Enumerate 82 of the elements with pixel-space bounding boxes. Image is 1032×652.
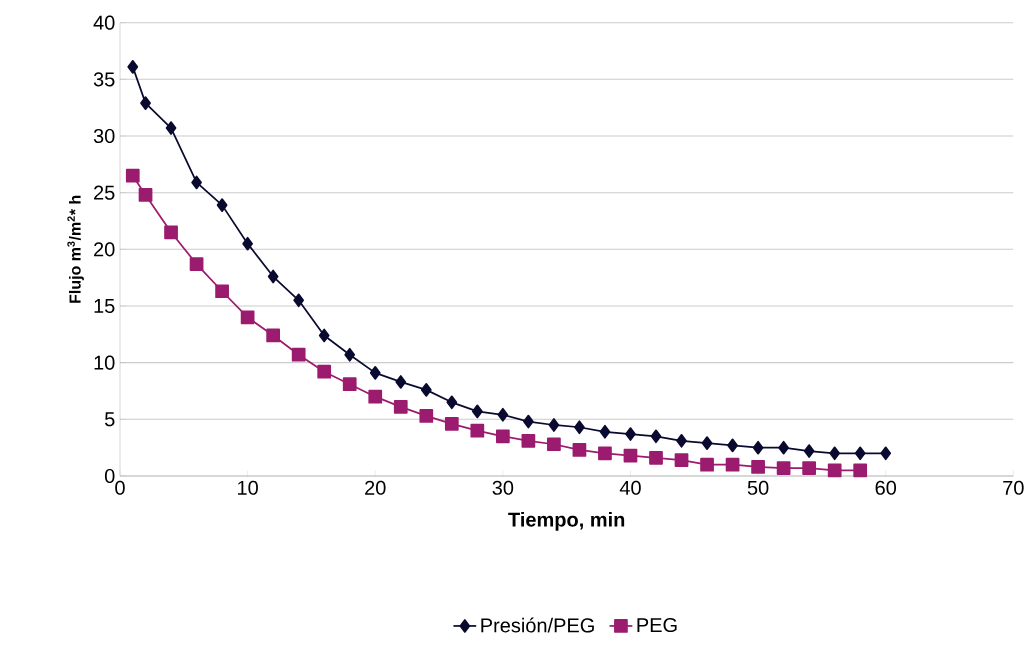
point (802, 461, 817, 475)
y-tick-label: 10 (94, 355, 115, 370)
x-tick-label: 30 (492, 480, 514, 495)
point (368, 389, 383, 404)
x-axis-title: Tiempo, min (508, 512, 625, 531)
point (803, 444, 815, 458)
point (853, 463, 868, 478)
point (189, 257, 204, 271)
point (395, 375, 407, 389)
point (293, 293, 305, 308)
point (827, 463, 842, 478)
point (317, 364, 332, 379)
y-tick-label: 25 (94, 185, 115, 200)
legend-label: Presión/PEG (481, 617, 594, 633)
x-tick-label: 40 (619, 480, 641, 495)
point (369, 365, 381, 380)
x-tick-label: 70 (1003, 480, 1024, 495)
point (266, 328, 281, 343)
point (725, 457, 740, 472)
point (599, 424, 611, 439)
point (574, 420, 585, 435)
point (497, 407, 509, 422)
y-tick-label: 5 (104, 412, 115, 427)
point (649, 450, 663, 465)
point (446, 395, 458, 410)
point (342, 377, 357, 392)
legend-label: PEG (637, 617, 677, 633)
point (547, 437, 561, 452)
point (751, 460, 765, 474)
y-tick-label: 40 (93, 15, 115, 30)
point (242, 236, 253, 251)
point (216, 198, 228, 212)
point (393, 399, 408, 414)
point (444, 416, 459, 431)
point (854, 446, 866, 461)
point (650, 429, 662, 444)
y-tick-label: 35 (93, 72, 115, 87)
point (676, 433, 687, 448)
point (623, 448, 638, 463)
point (240, 310, 255, 325)
point (138, 188, 153, 202)
x-tick-label: 50 (747, 480, 769, 495)
point (548, 418, 560, 432)
point (419, 409, 434, 423)
point (523, 414, 534, 429)
point (829, 446, 841, 461)
point (752, 440, 764, 455)
point (470, 423, 485, 438)
point (495, 429, 510, 444)
point (674, 453, 689, 467)
point (318, 328, 330, 343)
point (140, 96, 151, 110)
x-tick-label: 60 (875, 480, 897, 495)
point (572, 443, 587, 457)
point (625, 427, 636, 441)
y-tick-label: 15 (94, 299, 115, 313)
point (598, 446, 612, 461)
point (267, 269, 279, 284)
point (471, 404, 483, 419)
point (191, 175, 202, 190)
point (165, 121, 177, 135)
y-tick-label: 30 (93, 128, 115, 144)
point (521, 433, 536, 448)
x-tick-label: 0 (115, 480, 125, 495)
point (880, 446, 892, 461)
y-axis-title: Flujo m$^{3}$/m$^{2}$* h (67, 195, 84, 303)
point (700, 457, 714, 472)
point (420, 382, 432, 397)
point (344, 347, 356, 362)
x-tick-label: 20 (365, 480, 386, 495)
point (778, 440, 789, 455)
point (701, 436, 713, 450)
y-tick-label: 20 (94, 242, 115, 257)
point (127, 59, 139, 74)
point (125, 168, 140, 183)
y-tick-label: 0 (104, 468, 115, 484)
point (164, 225, 178, 240)
point (215, 284, 229, 299)
x-tick-label: 10 (238, 480, 258, 495)
point (776, 461, 791, 475)
point (291, 347, 306, 362)
point (727, 438, 738, 453)
